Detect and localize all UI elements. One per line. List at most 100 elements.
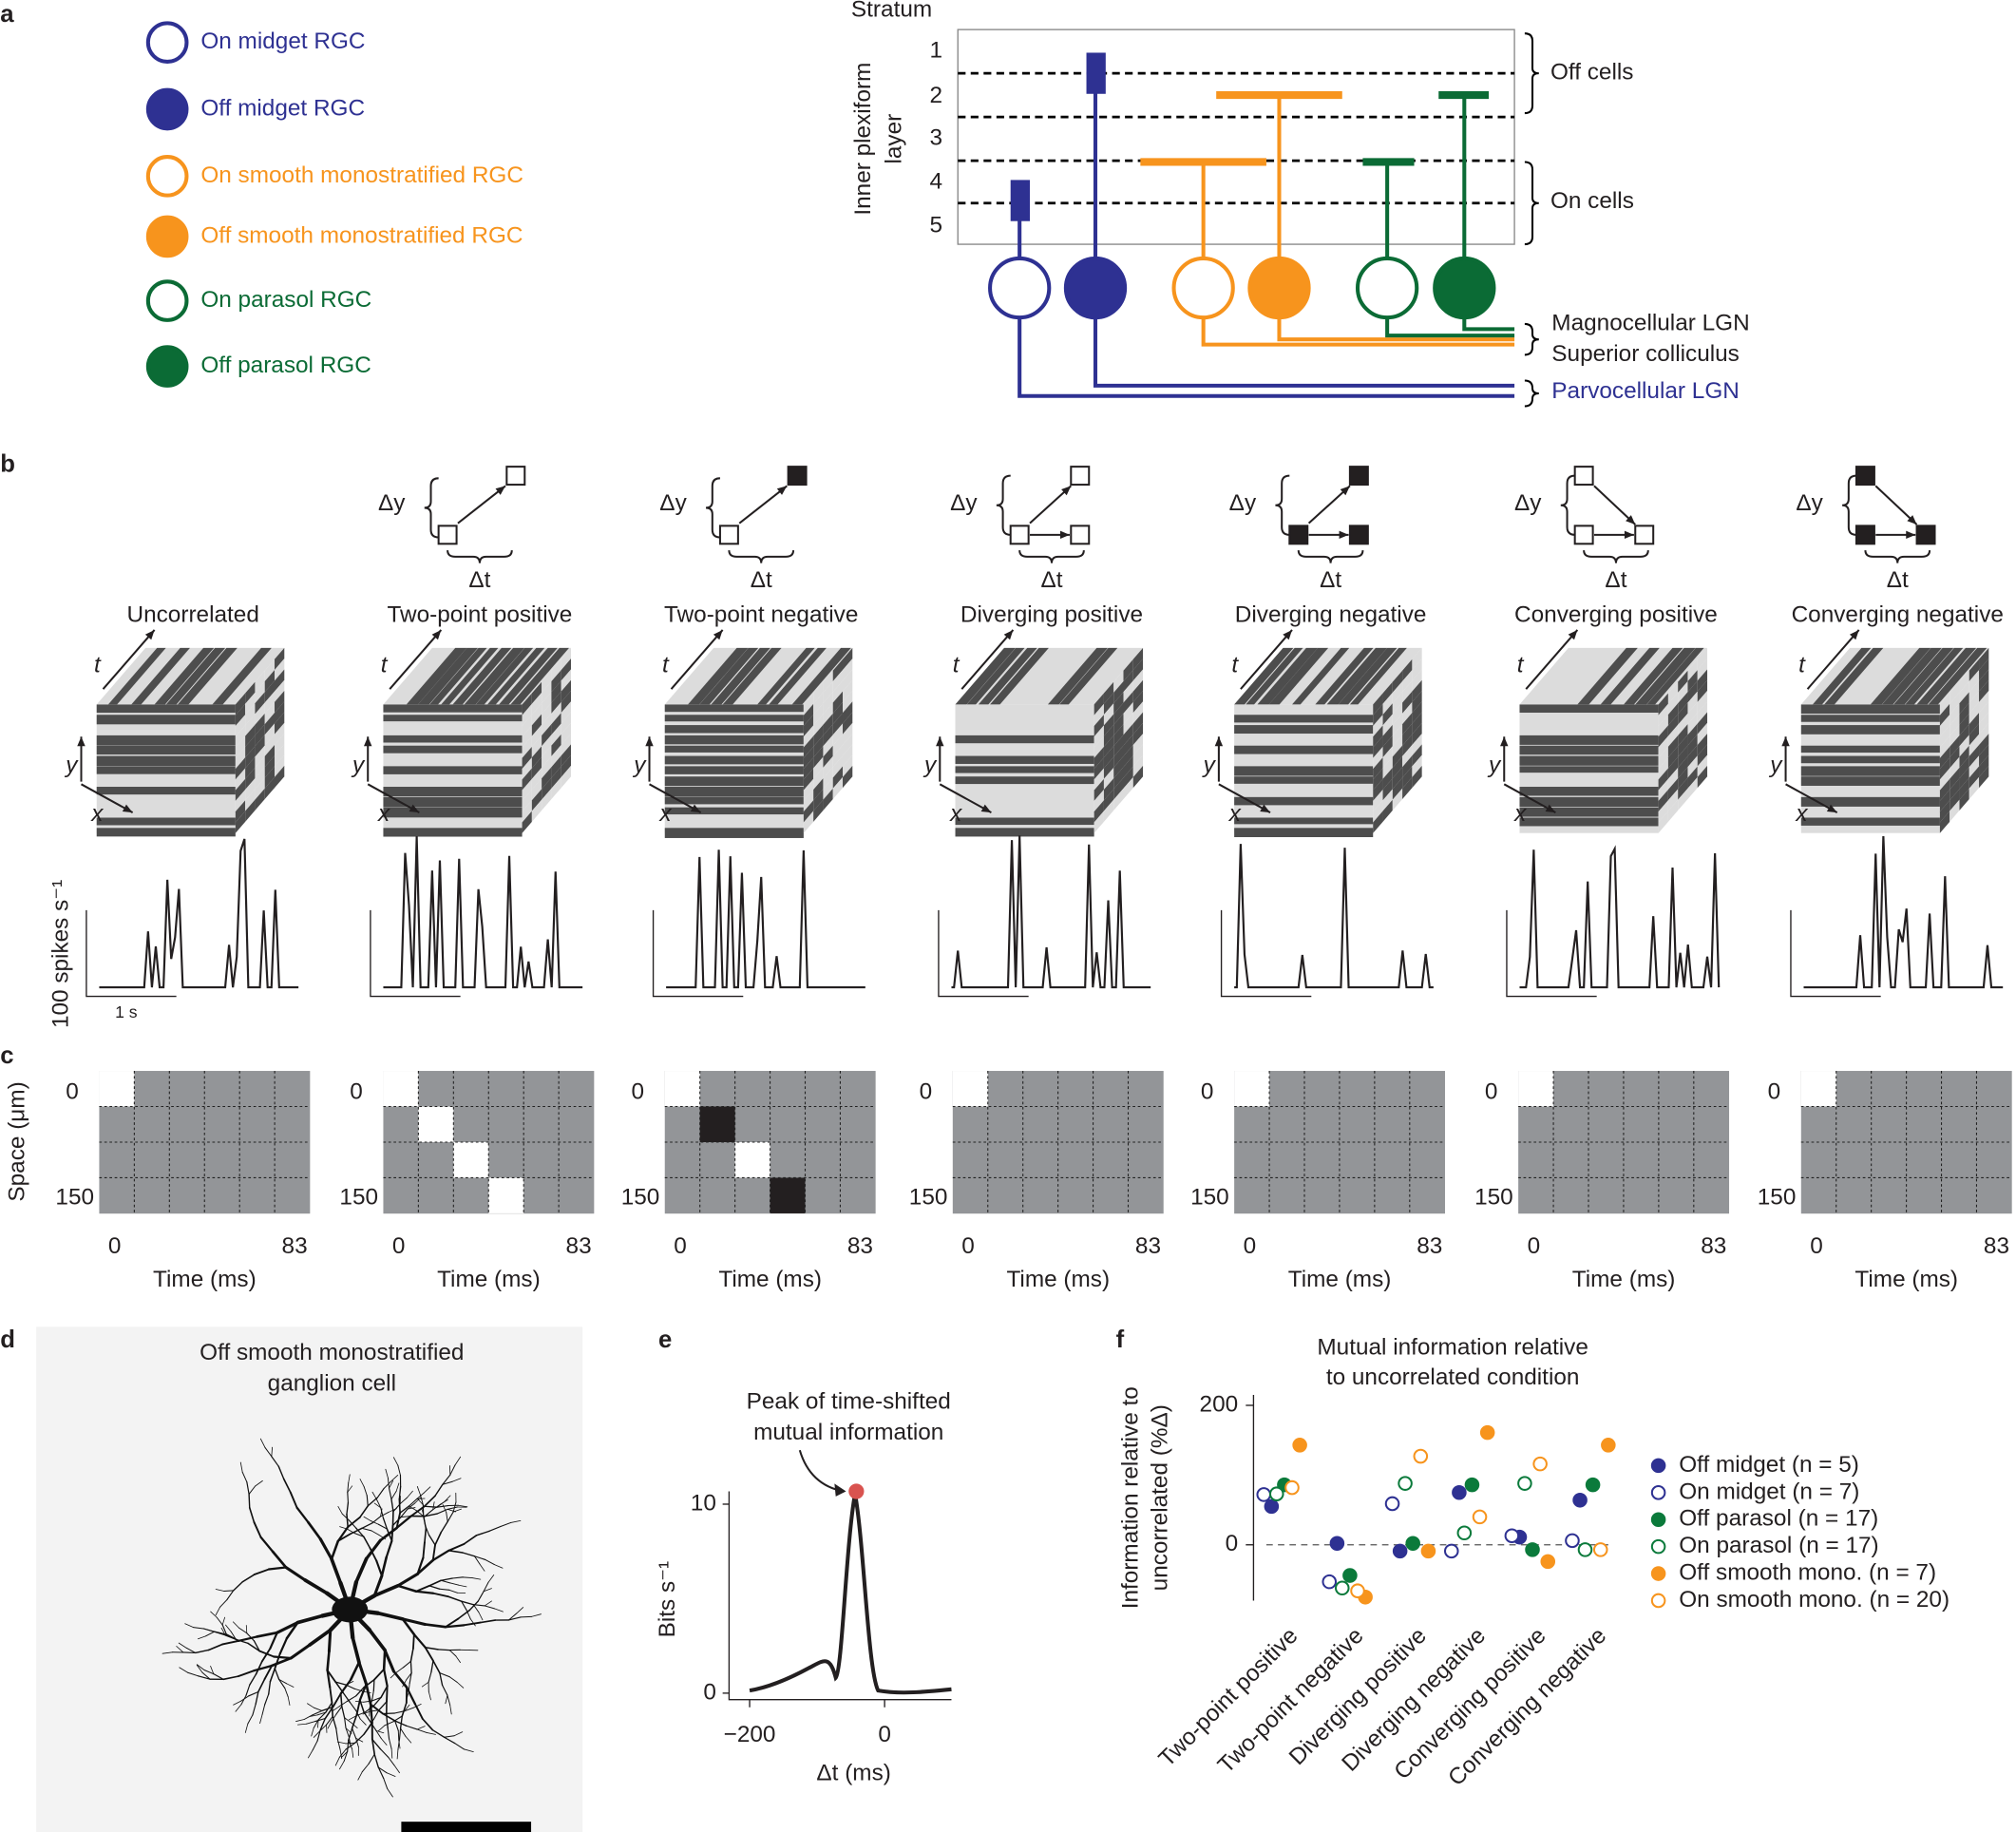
cube-side bbox=[1949, 746, 1960, 769]
cube-stripe bbox=[1519, 766, 1659, 773]
cube-stripe bbox=[383, 796, 523, 808]
legend-label: Off midget (n = 5) bbox=[1679, 1452, 1859, 1478]
dendrite-branch bbox=[431, 1549, 450, 1562]
dendrite-branch bbox=[399, 1497, 409, 1505]
dendrite-branch bbox=[447, 1694, 451, 1706]
axis-label: uncorrelated (%Δ) bbox=[1147, 1404, 1172, 1591]
cube-side bbox=[1667, 692, 1679, 716]
cube-side bbox=[245, 746, 256, 769]
stimulus-cube bbox=[1800, 647, 1989, 833]
dendrite-branch bbox=[196, 1664, 203, 1673]
cube-side bbox=[803, 778, 814, 801]
dendrite-branch bbox=[461, 1600, 467, 1612]
cube-side bbox=[522, 768, 532, 791]
axis-label: Time (ms) bbox=[437, 1267, 541, 1292]
dendrite-branch bbox=[432, 1503, 442, 1511]
cube-side bbox=[551, 723, 561, 746]
cube-side bbox=[1412, 712, 1422, 735]
dendrite-branch bbox=[316, 1711, 327, 1716]
cube-side bbox=[1382, 756, 1393, 779]
dendrite-branch bbox=[444, 1617, 460, 1629]
cube-stripe bbox=[417, 647, 479, 705]
cube-side bbox=[1939, 757, 1950, 780]
axis-label: Time (ms) bbox=[1288, 1267, 1392, 1292]
arrowhead bbox=[1260, 804, 1271, 813]
cube-stripe bbox=[664, 787, 804, 797]
arrow bbox=[1525, 629, 1579, 690]
dendrite-branch bbox=[289, 1491, 298, 1509]
cube-stripe bbox=[1519, 796, 1659, 807]
stimulus-cube bbox=[1519, 647, 1708, 833]
cube-side bbox=[1373, 735, 1383, 758]
cube-side bbox=[542, 767, 552, 790]
dendrite-branch bbox=[222, 1675, 239, 1681]
cube-side bbox=[1412, 679, 1422, 702]
dendrite-branch bbox=[247, 1642, 260, 1652]
cube-side bbox=[1658, 790, 1668, 812]
cube-side bbox=[813, 789, 824, 811]
dendrite-branch bbox=[377, 1725, 386, 1732]
dendrite-branch bbox=[405, 1735, 412, 1744]
condition-title: Two-point positive bbox=[387, 602, 572, 628]
dendrite-branch bbox=[202, 1628, 216, 1632]
cube-stripe bbox=[664, 715, 804, 722]
cube-side bbox=[843, 712, 853, 735]
data-point bbox=[1565, 1533, 1580, 1549]
dendrite-branch bbox=[444, 1735, 455, 1738]
cube-side bbox=[832, 680, 844, 703]
dendrite-branch bbox=[398, 1727, 402, 1741]
cube-side bbox=[823, 680, 833, 704]
dendrite-branch bbox=[405, 1686, 417, 1706]
dendrite-branch bbox=[424, 1527, 428, 1543]
arrow bbox=[649, 783, 702, 813]
axis-letter: x bbox=[658, 801, 672, 827]
arrowhead bbox=[1340, 486, 1350, 496]
group-label: Off cells bbox=[1550, 60, 1634, 86]
axis-letter: x bbox=[1513, 801, 1527, 827]
dendrite-branch bbox=[184, 1623, 194, 1629]
tick-label: 150 bbox=[1474, 1184, 1513, 1210]
dendrite-branch bbox=[442, 1684, 448, 1696]
cube-side bbox=[542, 713, 552, 735]
cube-side bbox=[522, 725, 532, 748]
delta-y: Δy bbox=[950, 490, 978, 516]
tick-label: 150 bbox=[1758, 1184, 1797, 1210]
grid-cell bbox=[1518, 1071, 1554, 1107]
cube-side bbox=[1667, 767, 1679, 791]
dendrite-branch bbox=[223, 1590, 235, 1592]
cube-stripe bbox=[1268, 647, 1329, 705]
cube-side bbox=[1678, 670, 1688, 693]
cube-side bbox=[1939, 746, 1950, 770]
scale-bar bbox=[401, 1822, 532, 1832]
dendrite-branch bbox=[366, 1495, 369, 1507]
cube-side bbox=[1687, 701, 1698, 725]
dendrite-branch bbox=[270, 1656, 293, 1668]
dendrite-branch bbox=[382, 1649, 387, 1671]
arrowhead bbox=[1545, 804, 1556, 813]
dendrite-branch bbox=[273, 1655, 293, 1660]
dendrite-branch bbox=[508, 1613, 518, 1621]
cube-side bbox=[1373, 790, 1383, 812]
axis-letter: t bbox=[1798, 652, 1806, 677]
dendrite-branch bbox=[221, 1639, 240, 1646]
condition-title: Diverging negative bbox=[1235, 602, 1427, 628]
legend-marker bbox=[145, 345, 189, 388]
cube-side bbox=[235, 693, 246, 716]
cube-side bbox=[1402, 670, 1413, 693]
dendrite-branch bbox=[407, 1490, 413, 1498]
dendrite-branch bbox=[359, 1479, 365, 1487]
cube-side bbox=[1113, 788, 1124, 811]
tick-label: 83 bbox=[1984, 1233, 2009, 1259]
cube-side bbox=[1103, 724, 1114, 747]
dendrite-branch bbox=[308, 1628, 333, 1647]
pixel bbox=[505, 466, 526, 487]
dendrite-branch bbox=[380, 1555, 389, 1577]
legend-marker bbox=[1650, 1538, 1666, 1555]
data-point bbox=[1504, 1528, 1520, 1543]
cube-stripe bbox=[1234, 745, 1374, 754]
panel-title: ganglion cell bbox=[268, 1371, 396, 1397]
arrowhead bbox=[776, 486, 788, 495]
tick-label: 83 bbox=[1701, 1233, 1726, 1259]
dendrite-branch bbox=[452, 1501, 457, 1513]
dendrite-branch bbox=[382, 1712, 396, 1722]
